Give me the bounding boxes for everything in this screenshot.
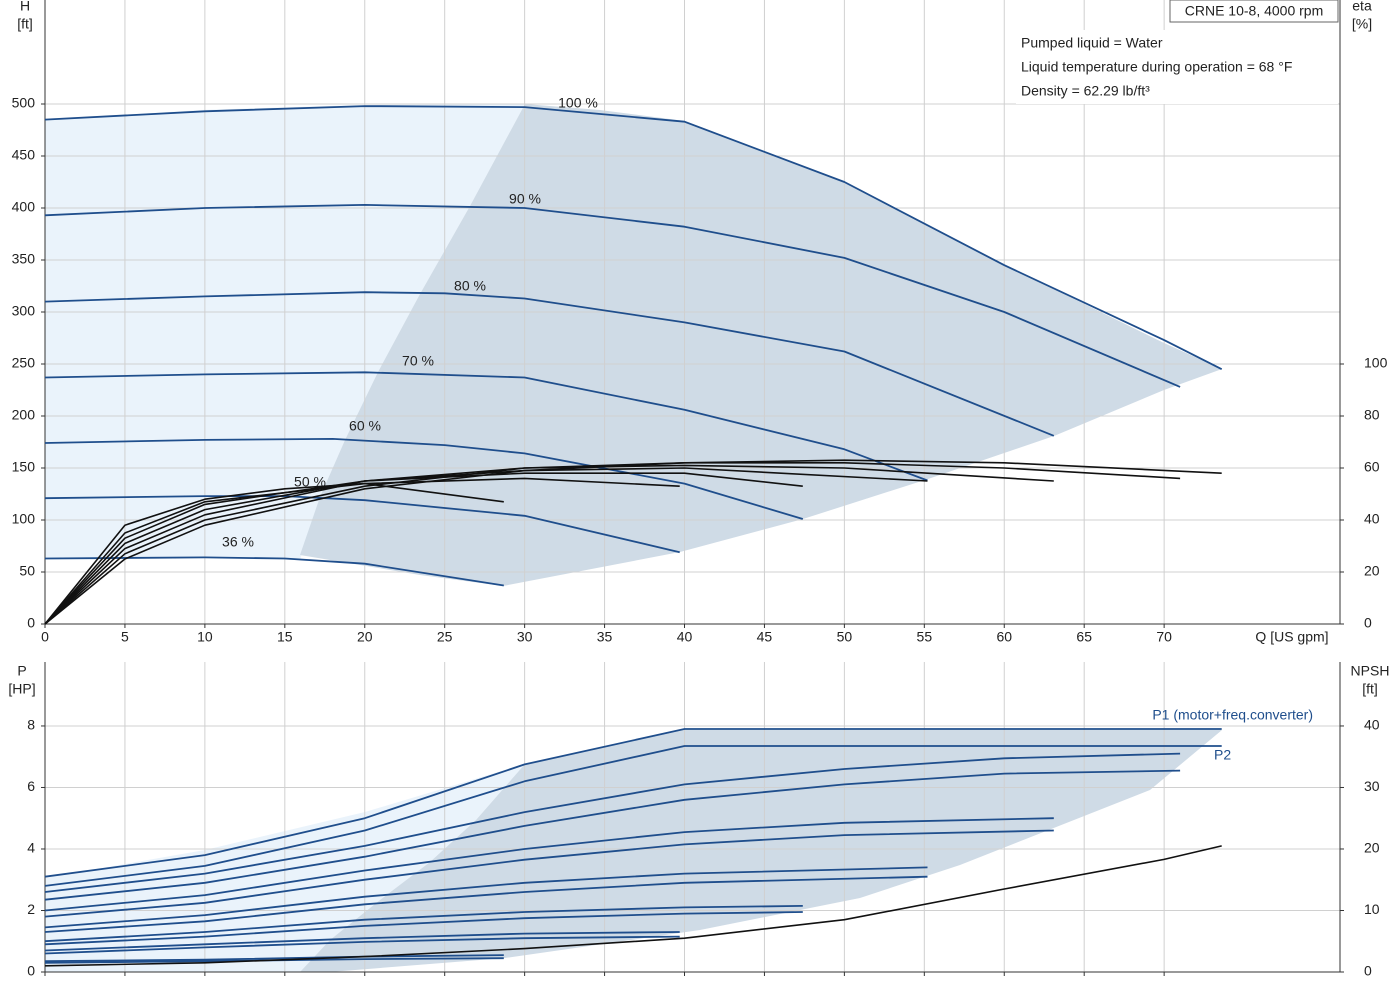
- y2-tick-label: 0: [1364, 963, 1372, 979]
- y-tick-label: 100: [12, 511, 36, 527]
- curve-label: 60 %: [349, 418, 381, 434]
- x-tick-label: 50: [837, 629, 853, 645]
- x-tick-label: 40: [677, 629, 693, 645]
- y-tick-label: 350: [12, 251, 36, 267]
- curve-label: 50 %: [294, 474, 326, 490]
- y-tick-label: 50: [19, 563, 35, 579]
- y-tick-label: 150: [12, 459, 36, 475]
- curve: [44, 931, 680, 952]
- x-tick-label: 45: [757, 629, 773, 645]
- curve-label: P2: [1214, 747, 1231, 763]
- y-tick-label: 0: [27, 615, 35, 631]
- x-tick-label: 25: [437, 629, 453, 645]
- curve: [44, 745, 1222, 887]
- curve: [44, 105, 1223, 371]
- y2-curve: [44, 477, 680, 625]
- curve: [44, 935, 680, 955]
- y2-curve: [44, 464, 1054, 625]
- info-line: Pumped liquid = Water: [1021, 35, 1163, 51]
- y-tick-label: 8: [27, 717, 35, 733]
- curve: [44, 752, 1181, 893]
- range-dark: [300, 104, 1222, 586]
- x-tick-label: 10: [197, 629, 213, 645]
- x-tick-label: 70: [1156, 629, 1172, 645]
- y-axis-unit: [HP]: [8, 681, 35, 697]
- model-label: CRNE 10-8, 4000 rpm: [1185, 3, 1324, 19]
- y-tick-label: 4: [27, 840, 35, 856]
- x-axis-label: Q [US gpm]: [1255, 629, 1328, 645]
- x-tick-label: 65: [1076, 629, 1092, 645]
- y2-curve: [44, 482, 504, 625]
- y2-axis-label: NPSH: [1351, 663, 1390, 679]
- y2-tick-label: 0: [1364, 615, 1372, 631]
- y-tick-label: 450: [12, 147, 36, 163]
- curve: [44, 769, 1181, 901]
- y-tick-label: 0: [27, 963, 35, 979]
- y-tick-label: 6: [27, 778, 35, 794]
- curve-label: 70 %: [402, 353, 434, 369]
- y-tick-label: 2: [27, 901, 35, 917]
- x-tick-label: 55: [917, 629, 933, 645]
- y2-axis-unit: [ft]: [1362, 681, 1378, 697]
- curve-label: 90 %: [509, 191, 541, 207]
- y-axis-unit: [ft]: [17, 16, 33, 32]
- model-box: [1169, 0, 1339, 23]
- y2-tick-label: 80: [1364, 407, 1380, 423]
- curve-label: 36 %: [222, 534, 254, 550]
- curve: [44, 866, 928, 929]
- y2-curve: [44, 845, 1222, 967]
- y2-tick-label: 40: [1364, 511, 1380, 527]
- y2-tick-label: 40: [1364, 717, 1380, 733]
- x-tick-label: 30: [517, 629, 533, 645]
- curve-label: 100 %: [558, 95, 598, 111]
- info-line: Liquid temperature during operation = 68…: [1021, 59, 1292, 75]
- curve: [44, 438, 804, 520]
- y-axis-label: P: [17, 663, 26, 679]
- y-tick-label: 400: [12, 199, 36, 215]
- x-tick-label: 20: [357, 629, 373, 645]
- info-line: Density = 62.29 lb/ft³: [1021, 83, 1150, 99]
- curve: [44, 817, 1054, 912]
- y2-tick-label: 100: [1364, 355, 1388, 371]
- curve: [44, 371, 928, 482]
- y-tick-label: 300: [12, 303, 36, 319]
- x-tick-label: 35: [597, 629, 613, 645]
- y-tick-label: 500: [12, 95, 36, 111]
- y-tick-label: 250: [12, 355, 36, 371]
- curve: [44, 875, 928, 933]
- curve: [44, 728, 1222, 878]
- curve: [44, 556, 504, 587]
- x-tick-label: 0: [41, 629, 49, 645]
- curve: [44, 905, 803, 943]
- curve: [44, 291, 1055, 437]
- curve-label: 80 %: [454, 278, 486, 294]
- curve-label: P1 (motor+freq.converter): [1152, 707, 1313, 723]
- y2-tick-label: 30: [1364, 778, 1380, 794]
- curve: [44, 911, 803, 946]
- curve: [44, 829, 1054, 918]
- x-tick-label: 15: [277, 629, 293, 645]
- y2-tick-label: 20: [1364, 840, 1380, 856]
- y2-tick-label: 10: [1364, 901, 1380, 917]
- y-axis-label: H: [20, 0, 30, 14]
- y2-tick-label: 20: [1364, 563, 1380, 579]
- y2-curve: [44, 472, 803, 625]
- curve: [44, 954, 504, 963]
- y-tick-label: 200: [12, 407, 36, 423]
- info-box: [1016, 30, 1338, 104]
- curve: [44, 204, 1181, 388]
- x-tick-label: 5: [121, 629, 129, 645]
- y2-tick-label: 60: [1364, 459, 1380, 475]
- y2-axis-label: eta: [1352, 0, 1372, 14]
- y2-axis-unit: [%]: [1352, 16, 1372, 32]
- x-tick-label: 60: [996, 629, 1012, 645]
